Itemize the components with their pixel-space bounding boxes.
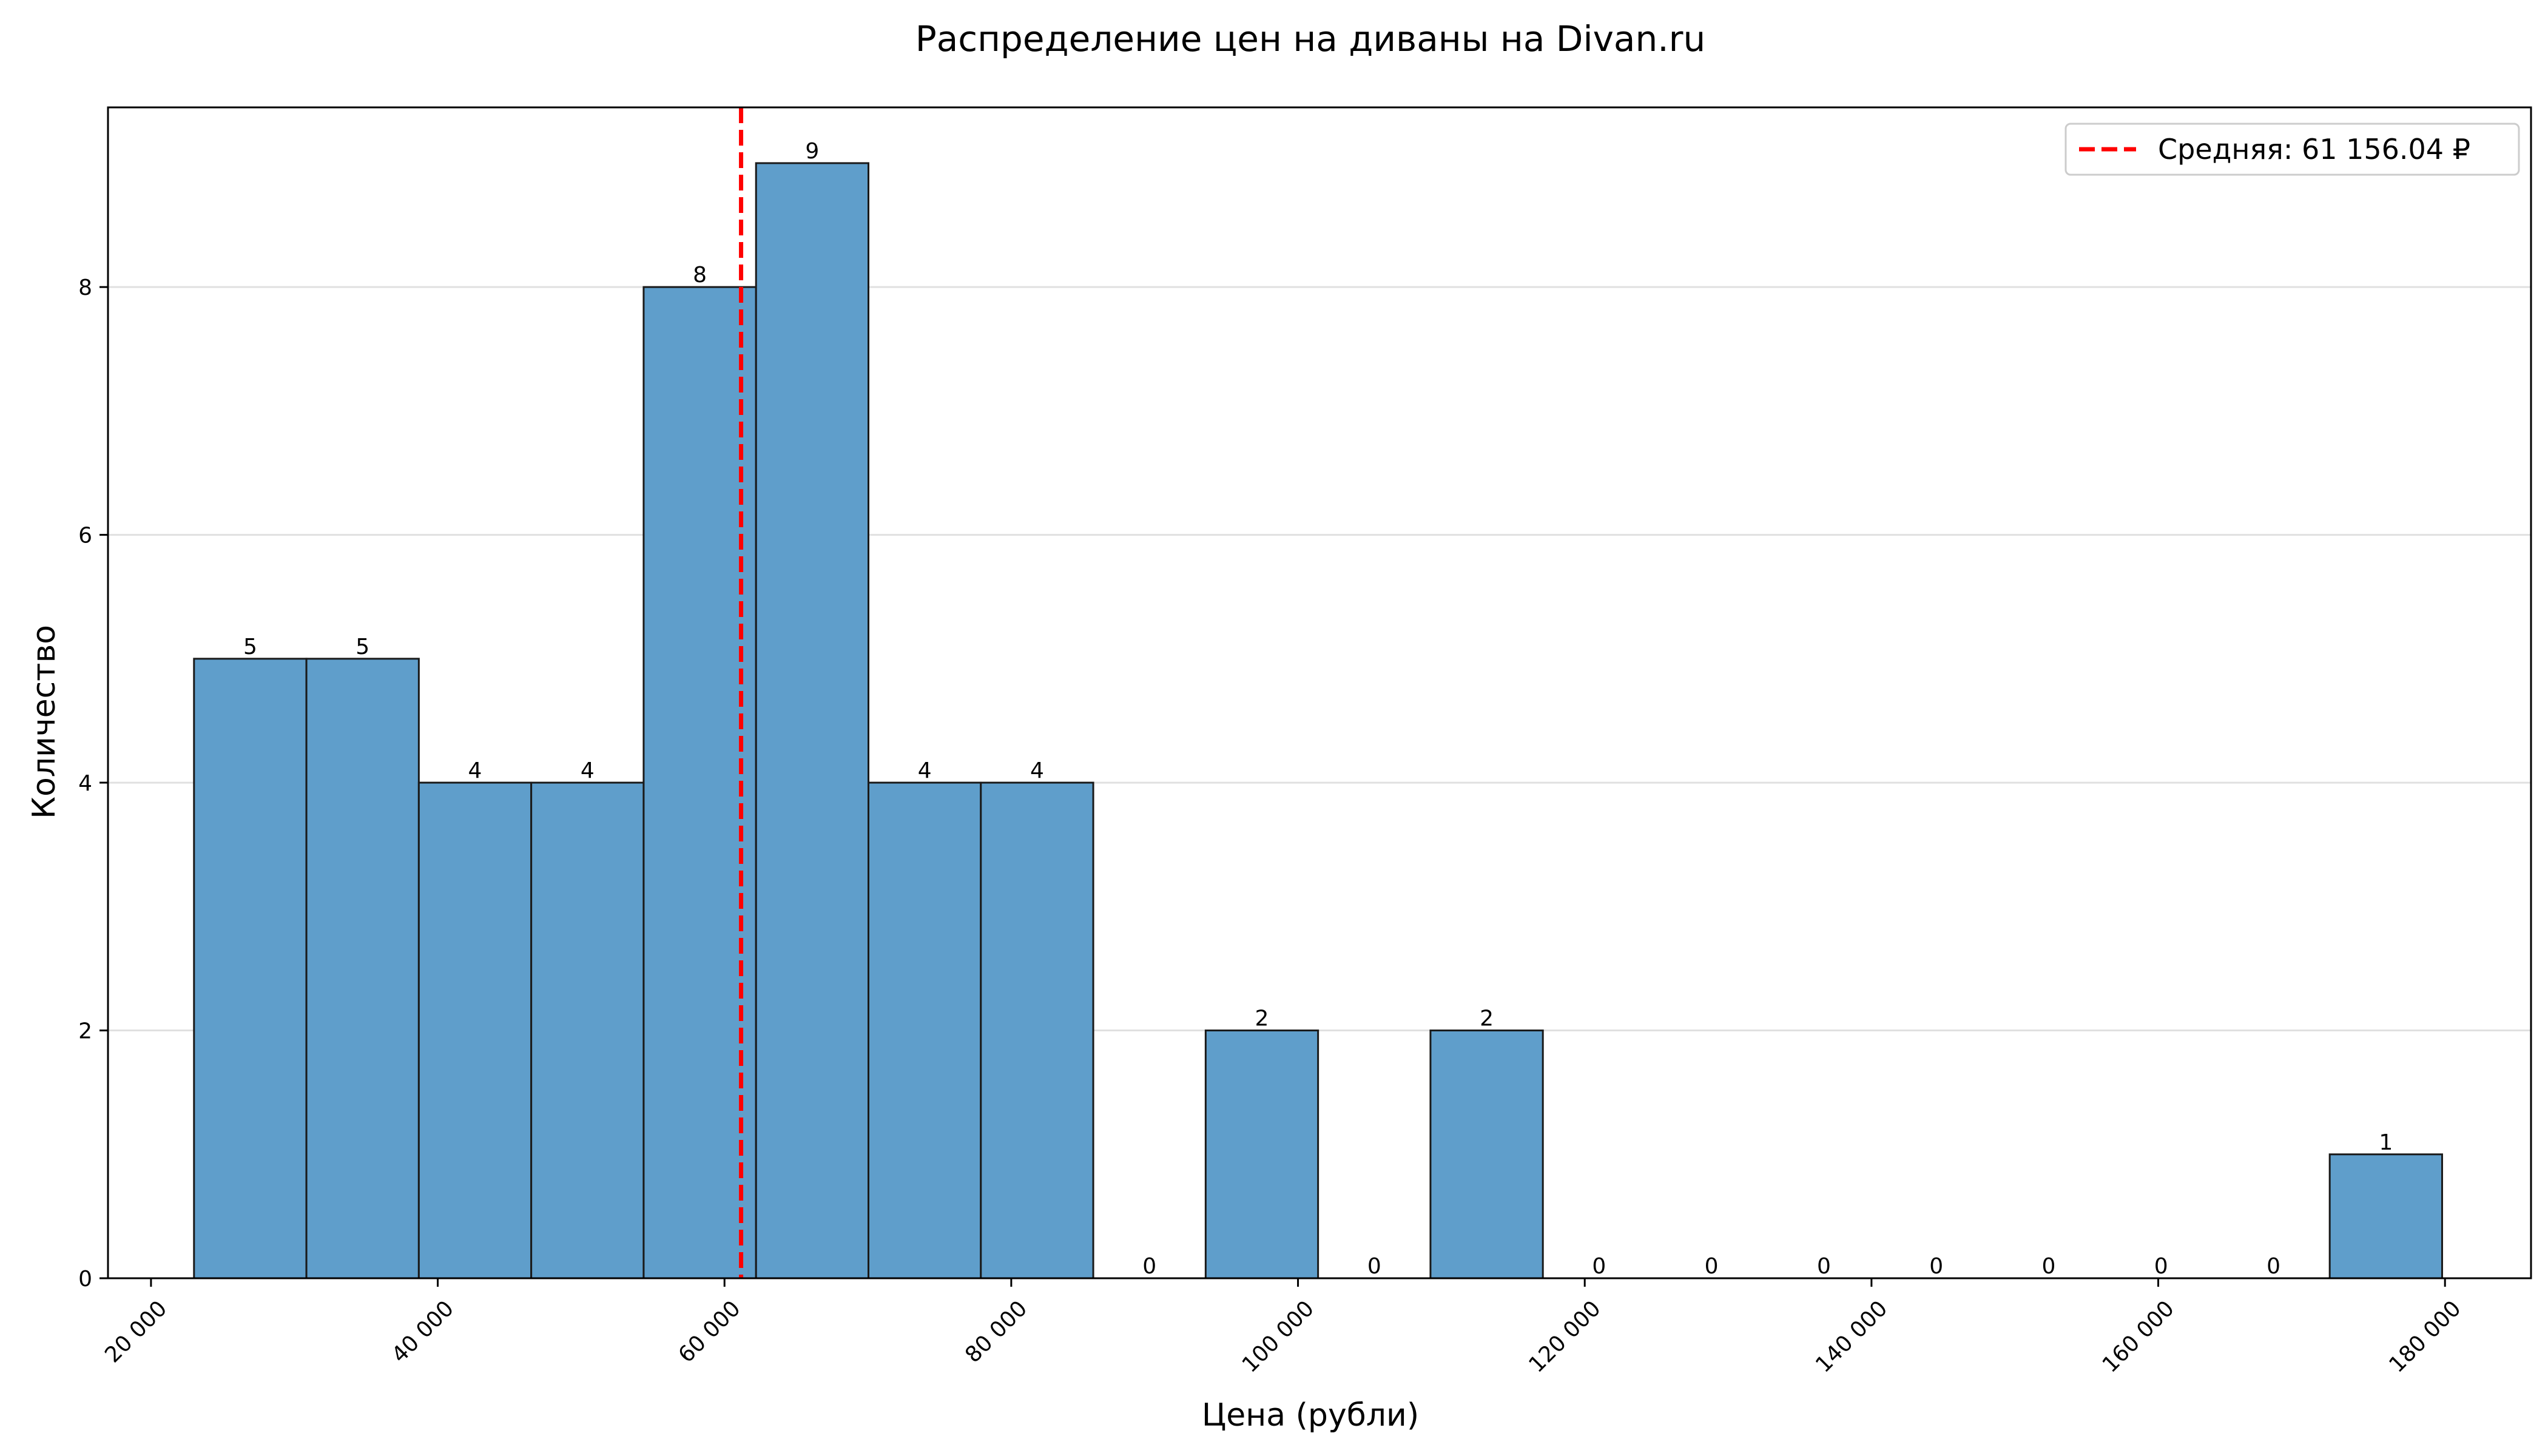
bar-value-label: 0 — [1705, 1254, 1719, 1279]
bar-value-label: 4 — [581, 758, 595, 783]
bar-value-label: 5 — [356, 635, 369, 659]
bar-value-label: 1 — [2379, 1130, 2393, 1155]
y-tick-label: 6 — [78, 524, 92, 548]
bar-value-label: 4 — [1030, 758, 1044, 783]
y-axis-label: Количество — [26, 625, 62, 819]
plot-frame — [107, 106, 2532, 1279]
bar-value-label: 4 — [918, 758, 932, 783]
x-tick-label: 140 000 — [1811, 1296, 1892, 1377]
x-tick-label: 120 000 — [1524, 1296, 1605, 1377]
y-tick-label: 8 — [78, 275, 92, 300]
x-tick-label: 180 000 — [2384, 1296, 2465, 1377]
legend: Средняя: 61 156.04 ₽ — [2064, 123, 2520, 176]
bar-value-label: 4 — [468, 758, 482, 783]
bar-value-label: 2 — [1480, 1006, 1494, 1031]
histogram-bar — [868, 781, 982, 1279]
histogram-bar — [642, 286, 757, 1279]
x-tick-label: 80 000 — [960, 1296, 1032, 1367]
bar-value-label: 0 — [2042, 1254, 2056, 1279]
histogram-bar — [530, 781, 645, 1279]
bar-value-label: 0 — [1367, 1254, 1381, 1279]
histogram-bar — [1204, 1030, 1320, 1279]
bar-value-label: 0 — [1929, 1254, 1943, 1279]
histogram-bar — [305, 658, 420, 1279]
bar-value-label: 0 — [2154, 1254, 2168, 1279]
x-tick-label: 40 000 — [387, 1296, 459, 1367]
histogram-bar — [1429, 1030, 1544, 1279]
x-axis-label: Цена (рубли) — [1202, 1397, 1419, 1434]
bar-value-label: 0 — [1592, 1254, 1606, 1279]
bar-value-label: 0 — [1817, 1254, 1831, 1279]
x-tick-label: 60 000 — [674, 1296, 746, 1367]
legend-box — [2064, 123, 2520, 176]
bars — [193, 162, 2443, 1279]
histogram-bar — [417, 781, 533, 1279]
x-tick-label: 100 000 — [1238, 1296, 1319, 1377]
bar-value-label: 0 — [1142, 1254, 1156, 1279]
bar-value-label: 5 — [243, 635, 257, 659]
bar-value-label: 2 — [1255, 1006, 1269, 1031]
chart-title: Распределение цен на диваны на Divan.ru — [915, 18, 1706, 59]
bar-value-labels: 5 5 4 4 8 9 4 4 0 2 0 2 0 0 0 0 0 0 0 1 — [243, 139, 2393, 1279]
y-axis: 0 2 4 6 8 — [78, 275, 108, 1292]
bar-value-label: 9 — [805, 139, 819, 164]
histogram-bar — [2328, 1153, 2443, 1279]
x-tick-label: 160 000 — [2098, 1296, 2179, 1377]
histogram-bar — [193, 658, 308, 1279]
x-tick-label: 20 000 — [100, 1296, 172, 1367]
legend-entry-mean: Средняя: 61 156.04 ₽ — [2158, 133, 2470, 166]
y-tick-label: 2 — [78, 1019, 92, 1044]
y-tick-label: 0 — [78, 1267, 92, 1292]
y-tick-label: 4 — [78, 771, 92, 796]
x-axis: 20 000 40 000 60 000 80 000 100 000 120 000 14… — [100, 1278, 2466, 1378]
bar-value-label: 8 — [693, 263, 707, 288]
bar-value-label: 0 — [2267, 1254, 2280, 1279]
histogram-bar — [755, 162, 870, 1279]
histogram-bar — [980, 781, 1094, 1279]
